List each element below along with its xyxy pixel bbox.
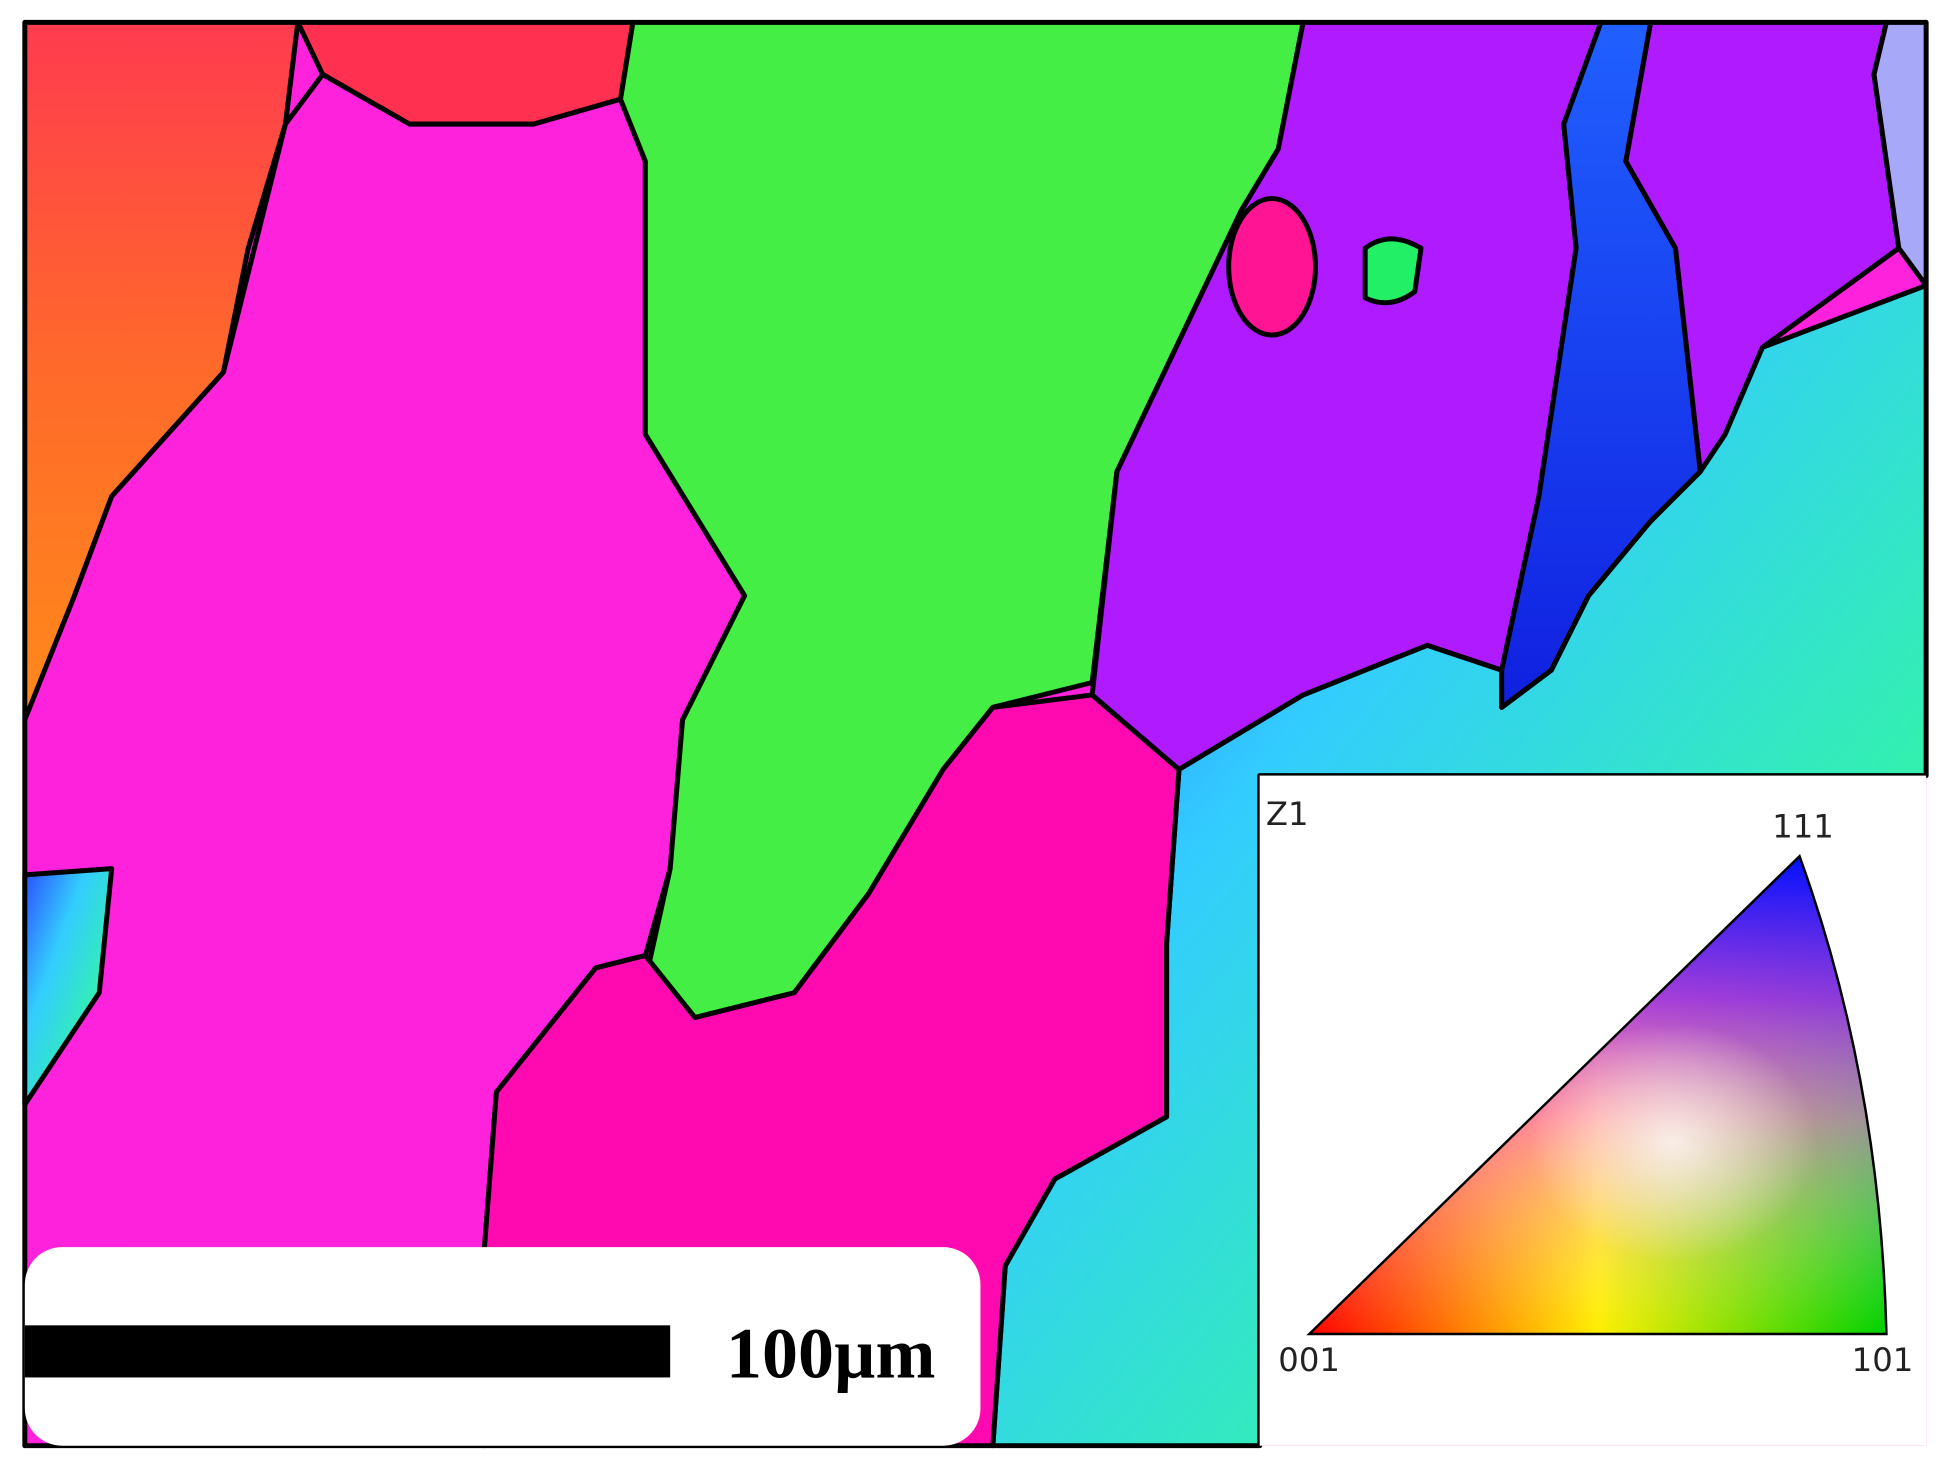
grain (22, 866, 115, 1107)
legend-title: Z1 (1266, 795, 1309, 833)
corner-label: 001 (1278, 1341, 1340, 1379)
scale-bar: 100µm (24, 1247, 981, 1446)
ipf-triangle-outline (1306, 854, 1888, 1336)
grain (1871, 19, 1929, 288)
ipf-legend: Z1 111 001 101 (1266, 795, 1913, 1379)
corner-label: 111 (1772, 808, 1834, 846)
grain (1362, 236, 1424, 306)
corner-label: 101 (1852, 1341, 1914, 1379)
grain (1499, 19, 1703, 710)
grain (1226, 196, 1319, 338)
scale-label: 100µm (726, 1313, 935, 1393)
scale-line (24, 1325, 671, 1378)
